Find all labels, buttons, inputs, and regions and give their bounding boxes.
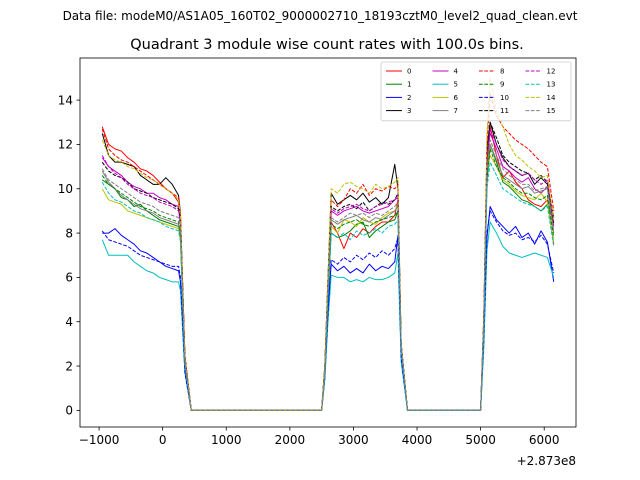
series-line-13 <box>101 161 555 411</box>
y-tick-label: 12 <box>58 138 73 152</box>
legend-label-15: 15 <box>547 107 556 115</box>
legend-label-5: 5 <box>454 81 458 89</box>
x-tick-label: 3000 <box>338 433 369 447</box>
legend-label-8: 8 <box>500 68 504 76</box>
x-tick-label: 1000 <box>211 433 242 447</box>
chart-suptitle: Data file: modeM0/AS1A05_160T02_90000027… <box>63 9 578 23</box>
series-line-11 <box>101 121 555 411</box>
plot-area <box>101 77 555 411</box>
legend-label-14: 14 <box>547 94 556 102</box>
axes-frame <box>79 57 577 428</box>
axes: −1000 0 1000 2000 3000 4000 5000 60000246810121… <box>58 57 577 447</box>
series-line-14 <box>101 77 555 411</box>
x-axis-offset-label: +2.873e8 <box>517 454 576 468</box>
legend-box <box>380 61 572 122</box>
legend-label-2: 2 <box>407 94 411 102</box>
x-tick-label: 2000 <box>275 433 306 447</box>
legend-label-3: 3 <box>407 107 411 115</box>
legend-label-6: 6 <box>454 94 459 102</box>
legend-label-11: 11 <box>500 107 509 115</box>
series-group <box>101 77 555 411</box>
legend-label-0: 0 <box>407 68 411 76</box>
legend-label-13: 13 <box>547 81 556 89</box>
x-tick-label: 6000 <box>529 433 560 447</box>
series-line-4 <box>101 132 555 411</box>
y-tick-label: 10 <box>58 182 73 196</box>
legend-label-12: 12 <box>547 68 556 76</box>
x-tick-label: 5000 <box>465 433 496 447</box>
series-line-7 <box>101 143 555 411</box>
series-line-5 <box>101 221 555 411</box>
legend-label-10: 10 <box>500 94 509 102</box>
x-tick-label: 0 <box>159 433 167 447</box>
legend-label-4: 4 <box>454 68 459 76</box>
y-tick-label: 14 <box>58 93 73 107</box>
y-tick-label: 0 <box>65 404 73 418</box>
series-line-9 <box>101 148 555 411</box>
series-line-12 <box>101 128 555 411</box>
x-tick-label: −1000 <box>79 433 120 447</box>
y-tick-label: 2 <box>65 359 73 373</box>
series-line-15 <box>101 139 555 411</box>
legend-label-7: 7 <box>454 107 458 115</box>
x-tick-label: 4000 <box>402 433 433 447</box>
series-line-1 <box>101 143 555 411</box>
y-tick-label: 4 <box>65 315 73 329</box>
series-line-10 <box>101 210 555 411</box>
legend-label-1: 1 <box>407 81 411 89</box>
legend-label-9: 9 <box>500 81 504 89</box>
y-tick-label: 6 <box>65 271 73 285</box>
y-tick-label: 8 <box>65 226 73 240</box>
chart-title: Quadrant 3 module wise count rates with … <box>130 37 524 53</box>
